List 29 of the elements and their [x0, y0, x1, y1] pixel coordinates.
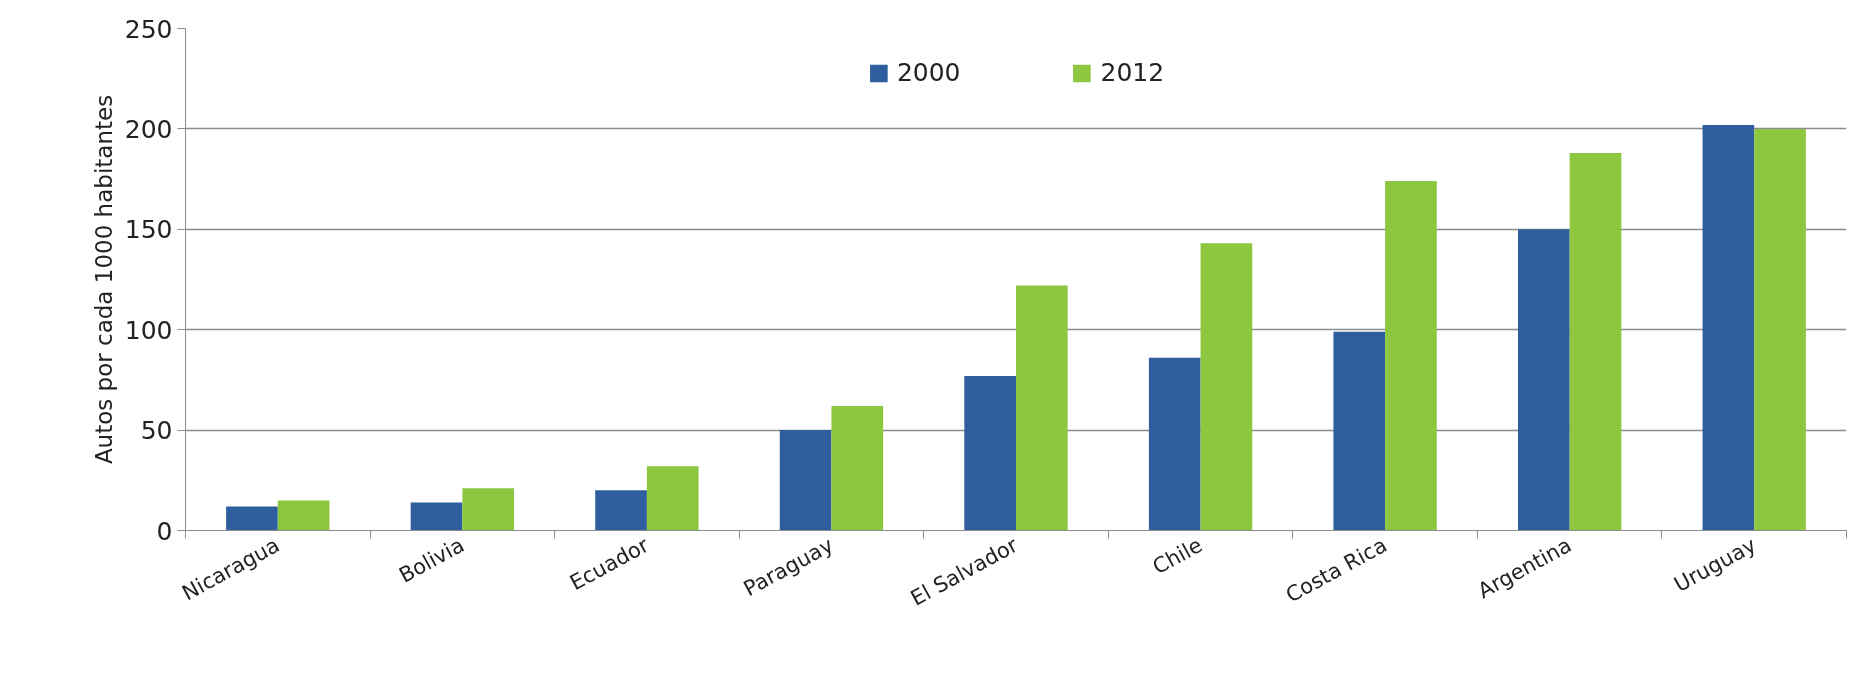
- bar: [646, 466, 699, 531]
- bar: [226, 506, 278, 531]
- bar: [595, 490, 647, 531]
- bar: [1148, 357, 1201, 531]
- bar: [1200, 243, 1253, 531]
- y-tick-label: 0: [156, 516, 173, 546]
- y-tick-label: 200: [124, 114, 173, 144]
- bar: [1517, 229, 1570, 531]
- y-tick-label: 150: [124, 215, 173, 245]
- y-tick-label: 100: [124, 315, 173, 345]
- x-tick-label: Chile: [1148, 532, 1207, 580]
- bar: [964, 375, 1016, 531]
- bar: [1754, 128, 1806, 531]
- bar: [779, 430, 832, 531]
- bar: [410, 502, 463, 531]
- bar: [1702, 124, 1755, 531]
- y-tick-label: 50: [140, 416, 173, 446]
- bar: [1569, 153, 1622, 531]
- y-axis-title: Autos por cada 1000 habitantes: [90, 94, 117, 465]
- bar: [462, 488, 515, 531]
- x-tick-label: Costa Rica: [1281, 532, 1391, 608]
- bar: [277, 500, 330, 531]
- bar: [1333, 331, 1386, 531]
- bar: [1385, 181, 1437, 531]
- legend-label: 2012: [1100, 58, 1165, 87]
- y-tick-label: 250: [124, 14, 173, 44]
- bar: [1016, 285, 1068, 531]
- bar: [831, 406, 884, 531]
- legend-label: 2000: [896, 58, 961, 87]
